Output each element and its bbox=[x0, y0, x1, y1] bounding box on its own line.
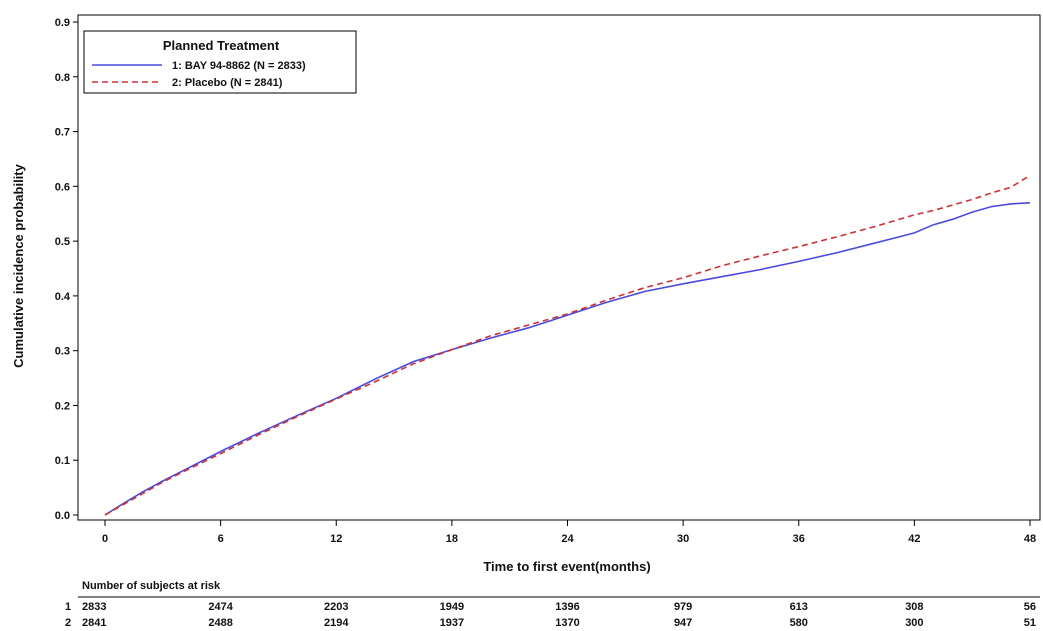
plot-frame bbox=[77, 14, 1041, 521]
risk-value: 2488 bbox=[208, 617, 232, 629]
risk-value: 613 bbox=[790, 601, 808, 613]
legend-title: Planned Treatment bbox=[163, 38, 280, 53]
risk-value: 979 bbox=[674, 601, 692, 613]
x-tick-label: 24 bbox=[561, 533, 574, 545]
y-tick-label: 0.0 bbox=[55, 510, 70, 522]
risk-value: 51 bbox=[1024, 617, 1036, 629]
risk-row-label: 1 bbox=[65, 601, 71, 613]
y-tick-label: 0.9 bbox=[55, 17, 70, 29]
y-tick-label: 0.1 bbox=[55, 455, 70, 467]
risk-value: 2194 bbox=[324, 617, 349, 629]
x-tick-label: 0 bbox=[102, 533, 108, 545]
x-tick-label: 6 bbox=[218, 533, 224, 545]
y-tick-label: 0.6 bbox=[55, 181, 70, 193]
risk-value: 2841 bbox=[82, 617, 106, 629]
risk-value: 1937 bbox=[440, 617, 464, 629]
y-tick-label: 0.3 bbox=[55, 346, 70, 358]
y-axis-title: Cumulative incidence probability bbox=[11, 163, 26, 367]
risk-value: 1396 bbox=[555, 601, 579, 613]
series-lines bbox=[104, 174, 1031, 516]
risk-table-title: Number of subjects at risk bbox=[82, 580, 221, 592]
y-axis: 0.0 0.1 0.2 0.3 0.4 0.5 0.6 0.7 0.8 0.9 bbox=[55, 17, 78, 522]
y-tick-label: 0.8 bbox=[55, 72, 70, 84]
risk-value: 1949 bbox=[440, 601, 464, 613]
risk-table: Number of subjects at risk 1 2833 2474 2203… bbox=[65, 580, 1040, 629]
risk-value: 56 bbox=[1024, 601, 1036, 613]
x-tick-label: 48 bbox=[1024, 533, 1036, 545]
x-tick-label: 42 bbox=[908, 533, 920, 545]
risk-value: 1370 bbox=[555, 617, 579, 629]
risk-value: 2474 bbox=[208, 601, 233, 613]
y-tick-label: 0.4 bbox=[55, 291, 71, 303]
x-tick-label: 36 bbox=[793, 533, 805, 545]
risk-value: 580 bbox=[790, 617, 808, 629]
risk-value: 2203 bbox=[324, 601, 348, 613]
risk-value: 308 bbox=[905, 601, 923, 613]
series-line-bay bbox=[104, 202, 1031, 516]
y-tick-label: 0.2 bbox=[55, 400, 70, 412]
x-axis-title: Time to first event(months) bbox=[483, 559, 650, 574]
legend: Planned Treatment 1: BAY 94-8862 (N = 28… bbox=[83, 30, 357, 94]
legend-box bbox=[83, 30, 357, 94]
series-line-placebo bbox=[104, 174, 1031, 516]
x-axis: 0 6 12 18 24 30 36 42 48 bbox=[102, 520, 1036, 545]
x-tick-label: 12 bbox=[330, 533, 342, 545]
risk-value: 947 bbox=[674, 617, 692, 629]
risk-value: 2833 bbox=[82, 601, 106, 613]
y-tick-label: 0.5 bbox=[55, 236, 70, 248]
risk-value: 300 bbox=[905, 617, 923, 629]
y-tick-label: 0.7 bbox=[55, 127, 70, 139]
legend-label-placebo: 2: Placebo (N = 2841) bbox=[172, 77, 283, 89]
x-tick-label: 18 bbox=[446, 533, 458, 545]
x-tick-label: 30 bbox=[677, 533, 689, 545]
risk-row-label: 2 bbox=[65, 617, 71, 629]
plot-area bbox=[77, 14, 1041, 521]
legend-label-bay: 1: BAY 94-8862 (N = 2833) bbox=[172, 60, 306, 72]
